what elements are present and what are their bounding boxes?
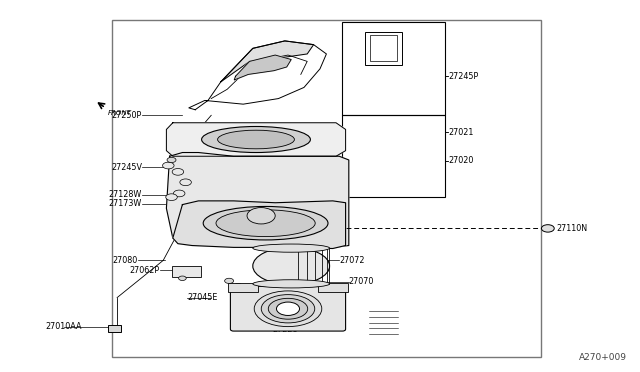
FancyBboxPatch shape xyxy=(230,286,346,331)
Text: 27080: 27080 xyxy=(113,256,138,265)
Text: 27238: 27238 xyxy=(314,163,339,172)
Ellipse shape xyxy=(253,280,330,288)
Text: 27255P: 27255P xyxy=(250,144,280,153)
Ellipse shape xyxy=(216,210,315,237)
Text: A270+009: A270+009 xyxy=(579,353,627,362)
Circle shape xyxy=(180,179,191,186)
Text: 27045E: 27045E xyxy=(187,293,217,302)
Ellipse shape xyxy=(253,244,330,252)
Polygon shape xyxy=(166,153,349,247)
Text: 27062P: 27062P xyxy=(130,266,160,275)
Circle shape xyxy=(541,225,554,232)
Text: 27128W: 27128W xyxy=(109,190,142,199)
Circle shape xyxy=(234,283,242,288)
Text: 27070: 27070 xyxy=(349,278,374,286)
Circle shape xyxy=(248,314,257,319)
Bar xyxy=(112,20,541,357)
Text: 27245P: 27245P xyxy=(448,72,478,81)
Ellipse shape xyxy=(253,247,330,285)
Polygon shape xyxy=(234,55,291,80)
Circle shape xyxy=(173,190,185,197)
Ellipse shape xyxy=(202,126,310,153)
Ellipse shape xyxy=(268,298,308,319)
Ellipse shape xyxy=(203,206,328,240)
Bar xyxy=(342,115,445,197)
Circle shape xyxy=(225,278,234,283)
Text: 27173W: 27173W xyxy=(109,199,142,208)
Circle shape xyxy=(247,208,275,224)
FancyBboxPatch shape xyxy=(228,283,258,292)
Text: 27228: 27228 xyxy=(272,325,298,334)
Text: 27060J: 27060J xyxy=(202,225,229,234)
FancyBboxPatch shape xyxy=(108,325,121,332)
Text: 27072: 27072 xyxy=(339,256,365,265)
Circle shape xyxy=(182,236,189,240)
Bar xyxy=(370,35,397,61)
Text: FRONT: FRONT xyxy=(108,110,131,116)
Polygon shape xyxy=(173,201,346,248)
Ellipse shape xyxy=(254,291,322,327)
Circle shape xyxy=(163,162,174,169)
Ellipse shape xyxy=(218,130,294,149)
FancyBboxPatch shape xyxy=(318,283,348,292)
Circle shape xyxy=(166,194,177,201)
Text: 27245V: 27245V xyxy=(111,163,142,172)
Polygon shape xyxy=(221,41,314,82)
FancyBboxPatch shape xyxy=(187,225,223,238)
Bar xyxy=(365,32,402,65)
Text: 27010AA: 27010AA xyxy=(45,322,83,331)
Circle shape xyxy=(276,302,300,315)
Ellipse shape xyxy=(261,295,315,323)
FancyBboxPatch shape xyxy=(172,266,201,277)
Text: 27080C: 27080C xyxy=(198,211,229,220)
Polygon shape xyxy=(166,123,346,156)
Text: 27250P: 27250P xyxy=(112,111,142,120)
Circle shape xyxy=(179,276,186,280)
Text: 27110N: 27110N xyxy=(557,224,588,233)
Text: 27021: 27021 xyxy=(448,128,474,137)
Circle shape xyxy=(167,157,176,163)
Bar xyxy=(342,22,445,115)
FancyBboxPatch shape xyxy=(188,210,231,222)
Text: 27020: 27020 xyxy=(448,156,474,165)
Circle shape xyxy=(172,169,184,175)
